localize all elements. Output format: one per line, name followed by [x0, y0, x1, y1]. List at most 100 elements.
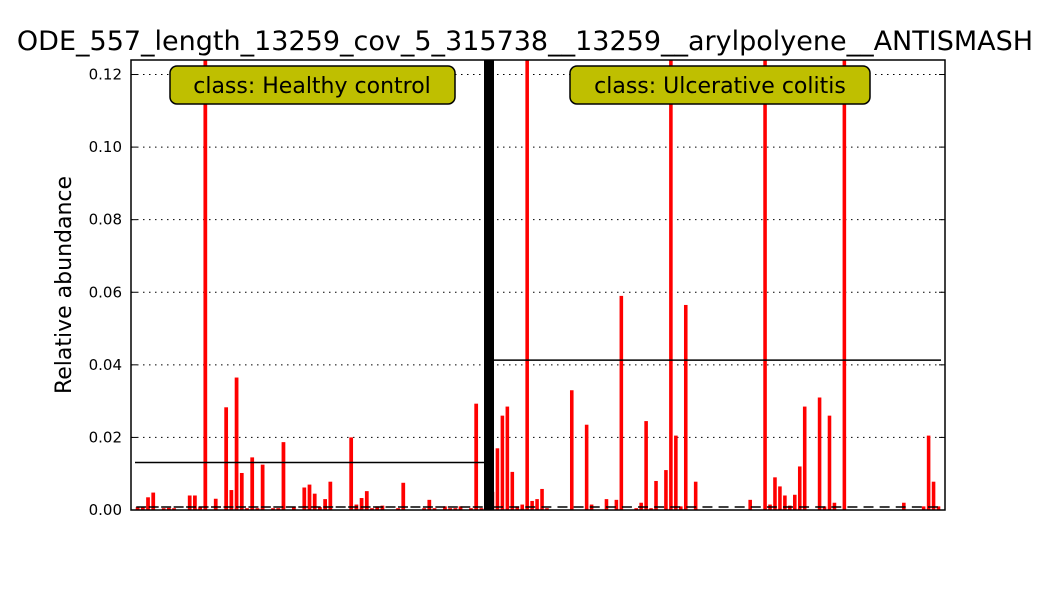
bar — [364, 491, 369, 510]
bar — [328, 481, 333, 510]
bar — [276, 508, 281, 510]
bar — [151, 492, 156, 510]
bar — [748, 499, 752, 510]
group-label-box — [569, 65, 871, 105]
bar — [936, 506, 941, 510]
bar — [187, 495, 192, 510]
bar — [172, 508, 176, 510]
bar — [291, 507, 296, 510]
bars — [135, 60, 941, 510]
bar — [817, 397, 822, 510]
bar — [432, 508, 437, 510]
bar — [515, 506, 520, 510]
y-axis: 0.00 0.02 0.04 0.06 0.08 0.10 0.12 — [89, 66, 945, 519]
bar — [569, 390, 574, 510]
bar — [788, 505, 792, 510]
bar — [783, 495, 787, 510]
bar — [349, 437, 354, 510]
bar — [307, 484, 312, 510]
bar — [234, 377, 239, 510]
y-tick-label: 0.04 — [89, 356, 122, 374]
group-label-text: class: Healthy control — [193, 74, 431, 99]
group-separator — [484, 60, 494, 510]
bar — [654, 480, 658, 510]
bar — [469, 508, 473, 510]
bar — [422, 508, 426, 510]
bar — [401, 482, 406, 510]
bar — [683, 304, 688, 510]
bar — [224, 407, 229, 510]
bar — [239, 472, 244, 510]
bar — [198, 507, 202, 510]
y-tick-label: 0.08 — [89, 211, 122, 229]
bar — [535, 499, 539, 510]
bar — [842, 60, 847, 510]
bar — [520, 504, 524, 510]
bar — [926, 435, 931, 510]
bar — [474, 403, 479, 510]
y-tick-label: 0.12 — [89, 66, 122, 84]
bar — [773, 477, 777, 510]
bar — [604, 499, 609, 510]
bar — [545, 508, 549, 510]
bar — [448, 508, 453, 510]
chart-title: ODE_557_length_13259_cov_5_315738__13259… — [17, 26, 1033, 57]
group-label-healthy: class: Healthy control — [169, 65, 456, 105]
bar — [453, 508, 458, 510]
bar — [281, 442, 286, 510]
bar — [302, 487, 307, 510]
bar — [323, 499, 328, 510]
bar — [500, 415, 505, 510]
bar — [380, 505, 385, 510]
bar — [203, 60, 208, 510]
bar — [931, 481, 936, 510]
bar — [245, 508, 249, 510]
bar — [778, 486, 782, 510]
bar — [669, 60, 673, 510]
group-label-text: class: Ulcerative colitis — [594, 74, 846, 99]
bar — [260, 464, 265, 510]
bar — [619, 295, 624, 510]
bar — [763, 60, 767, 510]
bar — [797, 466, 802, 510]
bar — [505, 406, 510, 510]
bar — [644, 421, 648, 510]
y-tick-label: 0.00 — [89, 501, 122, 519]
gridlines — [131, 74, 945, 438]
y-axis-label: Relative abundance — [52, 176, 77, 394]
bar — [140, 507, 145, 510]
bar — [396, 508, 400, 510]
bar — [312, 493, 317, 510]
bar — [213, 498, 218, 510]
bar — [540, 488, 544, 510]
bar — [135, 507, 140, 510]
group-label-box — [169, 65, 456, 105]
bar — [255, 508, 260, 510]
bar — [318, 507, 322, 510]
bar — [802, 406, 807, 510]
bar — [921, 506, 926, 510]
bar — [229, 490, 234, 510]
bar — [146, 497, 150, 510]
bar — [822, 506, 827, 510]
bar — [693, 481, 698, 510]
bar — [827, 415, 832, 510]
bar — [479, 508, 484, 510]
bar — [166, 507, 171, 510]
bar — [525, 60, 529, 510]
bar — [193, 495, 197, 510]
bar — [250, 457, 255, 510]
bar — [375, 506, 380, 510]
bar — [370, 508, 374, 510]
bar — [634, 508, 638, 510]
bar — [495, 448, 500, 510]
bar — [674, 435, 678, 510]
y-tick-label: 0.10 — [89, 138, 122, 156]
bar — [649, 508, 653, 510]
bar — [427, 499, 432, 510]
plot-frame — [130, 59, 946, 511]
y-tick-label: 0.02 — [89, 428, 122, 446]
bar — [679, 506, 683, 510]
bar — [161, 508, 166, 510]
